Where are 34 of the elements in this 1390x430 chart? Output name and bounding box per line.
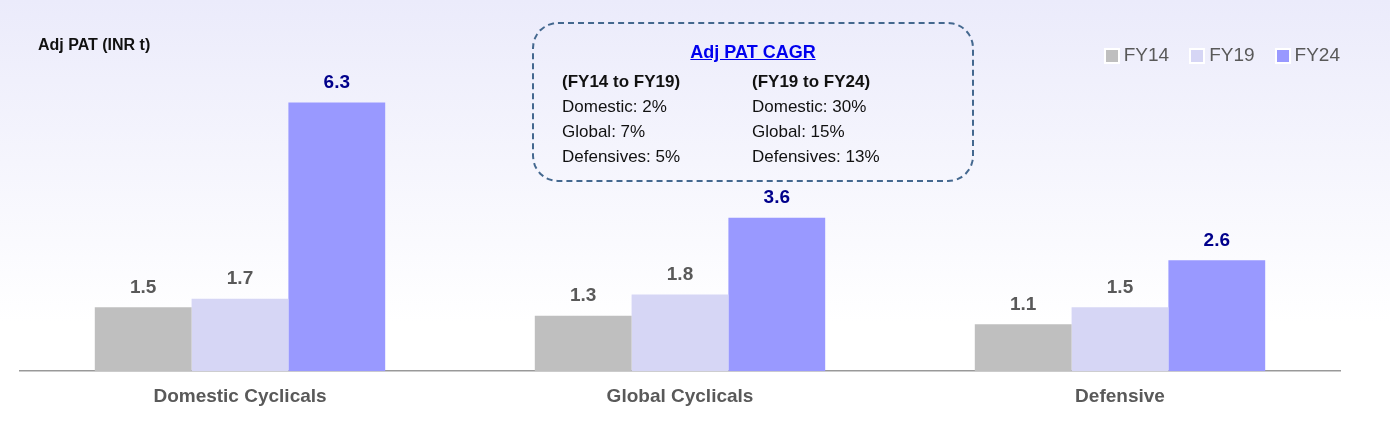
annotation: Domestic: 2%: [562, 97, 667, 117]
data-label: 2.6: [1203, 229, 1231, 251]
legend-label: FY14: [1122, 44, 1170, 66]
annotation: Defensives: 13%: [752, 147, 880, 167]
x-tick-label: Domestic Cyclicals: [153, 384, 327, 406]
data-label: 3.6: [763, 186, 791, 208]
data-label: 1.8: [666, 263, 694, 285]
data-label: 6.3: [323, 71, 351, 93]
legend-label: FY19: [1208, 44, 1255, 66]
text: (FY14 to FY19): [562, 72, 681, 92]
annotation: Defensives: 5%: [562, 147, 681, 167]
bar: [631, 294, 729, 372]
annotation: Global: 15%: [752, 122, 845, 142]
text: Adj PAT CAGR: [689, 42, 817, 63]
bar: [1071, 307, 1169, 372]
bar: [1168, 260, 1266, 372]
legend-label: FY24: [1293, 44, 1340, 66]
bar: [288, 102, 386, 372]
bar: [534, 315, 632, 372]
data-label: 1.7: [226, 267, 254, 289]
data-label: 1.5: [129, 275, 157, 297]
data-label: 1.1: [1009, 293, 1037, 315]
bar: [728, 217, 826, 372]
x-tick-label: Global Cyclicals: [606, 384, 754, 406]
bar: [191, 298, 289, 372]
data-label: 1.3: [569, 284, 597, 306]
y-axis-title: Adj PAT (INR t): [38, 36, 151, 54]
bar: [94, 307, 192, 372]
x-tick-label: Defensive: [1075, 384, 1165, 406]
text: (FY19 to FY24): [752, 72, 871, 92]
bar: [974, 324, 1072, 372]
annotation: Global: 7%: [562, 122, 646, 142]
data-label: 1.5: [1106, 275, 1134, 297]
annotation: Domestic: 30%: [752, 97, 867, 117]
